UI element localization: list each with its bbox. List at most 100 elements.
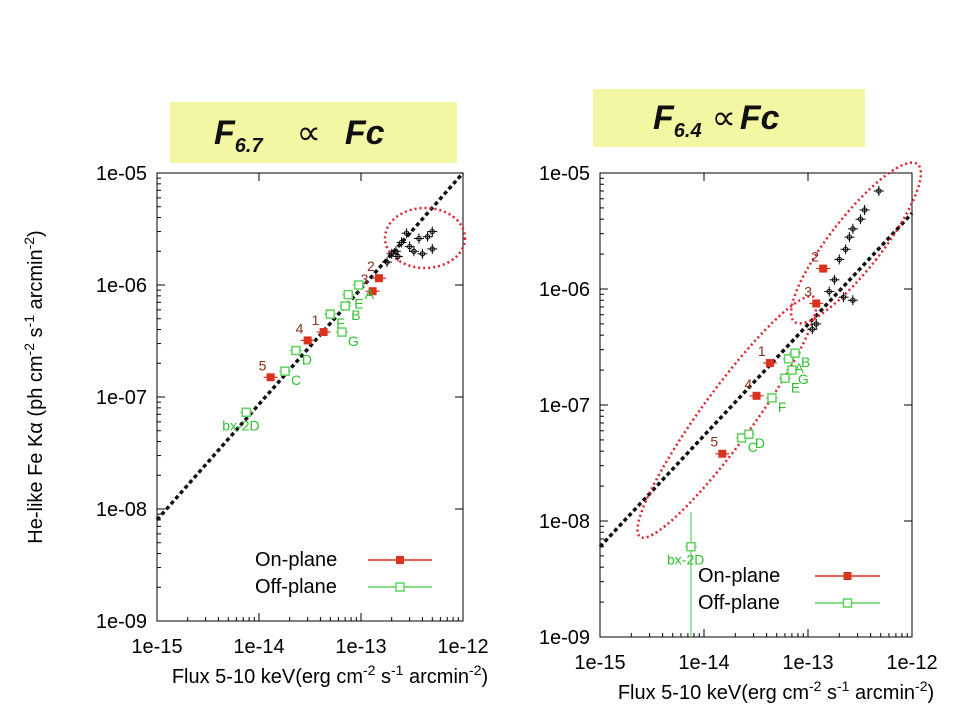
gc-point xyxy=(826,288,832,295)
on-plane-point xyxy=(368,287,377,296)
off-plane-point xyxy=(783,354,794,364)
y-tick-label: 1e-05 xyxy=(539,163,590,185)
off-plane-point xyxy=(280,366,290,376)
on-plane-point xyxy=(752,391,761,400)
legend-label-off-plane: Off-plane xyxy=(255,576,337,598)
off-plane-point-label: D xyxy=(755,435,765,451)
gc-point xyxy=(831,277,838,283)
off-plane-point-label: B xyxy=(801,354,810,370)
off-plane-point-label: A xyxy=(365,286,375,302)
y-tick-label: 1e-07 xyxy=(539,395,590,417)
gc-point xyxy=(419,251,426,257)
fit-line xyxy=(155,171,465,522)
off-plane-point xyxy=(767,393,777,403)
x-tick-label: 1e-14 xyxy=(233,636,284,658)
legend-label-off-plane: Off-plane xyxy=(698,592,780,614)
off-plane-point xyxy=(343,289,354,300)
gc-point xyxy=(393,248,399,254)
off-plane-point xyxy=(686,541,696,552)
gc-point xyxy=(398,239,405,246)
on-plane-point-label: 2 xyxy=(811,249,819,265)
on-plane-point xyxy=(819,264,828,273)
y-axis-label: He-like Fe Kα (ph cm-2 s-1 arcmin-2) xyxy=(21,230,47,543)
off-plane-point-label: E xyxy=(791,379,800,395)
gc-point xyxy=(406,243,413,250)
on-plane-point xyxy=(765,359,774,368)
x-axis-label: Flux 5-10 keV(erg cm-2 s-1 arcmin-2) xyxy=(172,662,488,688)
gc-point xyxy=(809,326,816,332)
gc-point xyxy=(850,297,856,303)
on-plane-point-label: 5 xyxy=(710,434,718,450)
gc-point xyxy=(411,248,417,254)
on-plane-point xyxy=(812,299,821,308)
y-tick-label: 1e-06 xyxy=(96,275,147,297)
gc-point xyxy=(813,321,819,327)
gc-point xyxy=(836,256,843,263)
y-tick-label: 1e-09 xyxy=(539,627,590,649)
x-tick-label: 1e-15 xyxy=(574,652,625,674)
y-tick-label: 1e-08 xyxy=(539,511,590,533)
x-tick-label: 1e-12 xyxy=(886,652,937,674)
title-left-sub: 6.7 xyxy=(234,134,263,157)
title-left-main: F xyxy=(214,113,235,152)
on-plane-point-label: 3 xyxy=(361,271,369,287)
off-plane-point xyxy=(790,348,800,358)
gc-point xyxy=(857,216,864,222)
title-left-rhs: Fc xyxy=(344,113,385,152)
x-tick-label: 1e-12 xyxy=(437,636,488,658)
off-plane-point xyxy=(325,309,336,319)
legend-swatch-off xyxy=(395,582,405,592)
highlight-ellipse xyxy=(636,295,818,539)
gc-point xyxy=(846,234,853,240)
x-tick-label: 1e-13 xyxy=(335,636,386,658)
y-tick-label: 1e-06 xyxy=(539,279,590,301)
on-plane-point xyxy=(718,449,727,458)
title-right-rel: ∝ xyxy=(711,99,736,137)
chart-left: 1e-05 1e-06 1e-07 1e-08 1e-09 1e-15 1e-14 1e-13… xyxy=(21,163,489,688)
legend-label-on-plane: On-plane xyxy=(698,565,780,587)
gc-point xyxy=(416,235,422,242)
legend-swatch-on xyxy=(843,572,852,580)
off-plane-point xyxy=(241,407,252,418)
gc-point xyxy=(876,188,882,194)
on-plane-point xyxy=(303,336,312,345)
on-plane-point xyxy=(319,328,328,337)
x-tick-label: 1e-15 xyxy=(131,636,182,658)
y-tick-label: 1e-05 xyxy=(96,163,147,185)
off-plane-point-label: D xyxy=(302,352,312,368)
legend-swatch-off xyxy=(842,598,853,608)
on-plane-point-label: 1 xyxy=(312,312,320,328)
title-right-sub: 6.4 xyxy=(673,120,702,142)
off-plane-point-label: G xyxy=(348,333,359,349)
y-tick-label: 1e-07 xyxy=(96,387,147,409)
off-plane-point xyxy=(744,429,754,439)
on-plane-point-label: 3 xyxy=(804,283,812,299)
title-left-rel: ∝ xyxy=(296,113,321,152)
on-plane-point-label: 5 xyxy=(259,357,267,373)
on-plane-point-label: 4 xyxy=(296,320,304,336)
title-left: F 6.7 ∝ Fc xyxy=(170,102,457,163)
gc-point xyxy=(429,246,435,252)
off-plane-point xyxy=(340,301,350,311)
off-plane-point-label: G xyxy=(798,371,809,387)
off-plane-point-label: bx-2D xyxy=(222,417,259,433)
on-plane-point xyxy=(266,373,275,382)
off-plane-point-label: bx-2D xyxy=(667,552,704,568)
title-right-main: F xyxy=(653,99,674,137)
highlight-ellipse xyxy=(789,161,923,325)
off-plane-point xyxy=(780,373,790,384)
off-plane-point xyxy=(291,345,301,356)
on-plane-point-label: 4 xyxy=(745,376,753,392)
on-plane-point-label: 2 xyxy=(367,258,375,274)
title-right: F 6.4 ∝ Fc xyxy=(593,89,865,147)
gc-point xyxy=(861,207,868,213)
y-tick-label: 1e-09 xyxy=(96,611,147,633)
legend-label-on-plane: On-plane xyxy=(255,549,337,571)
off-plane-point-label: C xyxy=(748,439,758,455)
gc-point xyxy=(840,294,847,300)
off-plane-point xyxy=(353,280,364,290)
x-tick-label: 1e-13 xyxy=(782,652,833,674)
off-plane-point xyxy=(337,327,347,337)
gc-point xyxy=(384,259,390,265)
